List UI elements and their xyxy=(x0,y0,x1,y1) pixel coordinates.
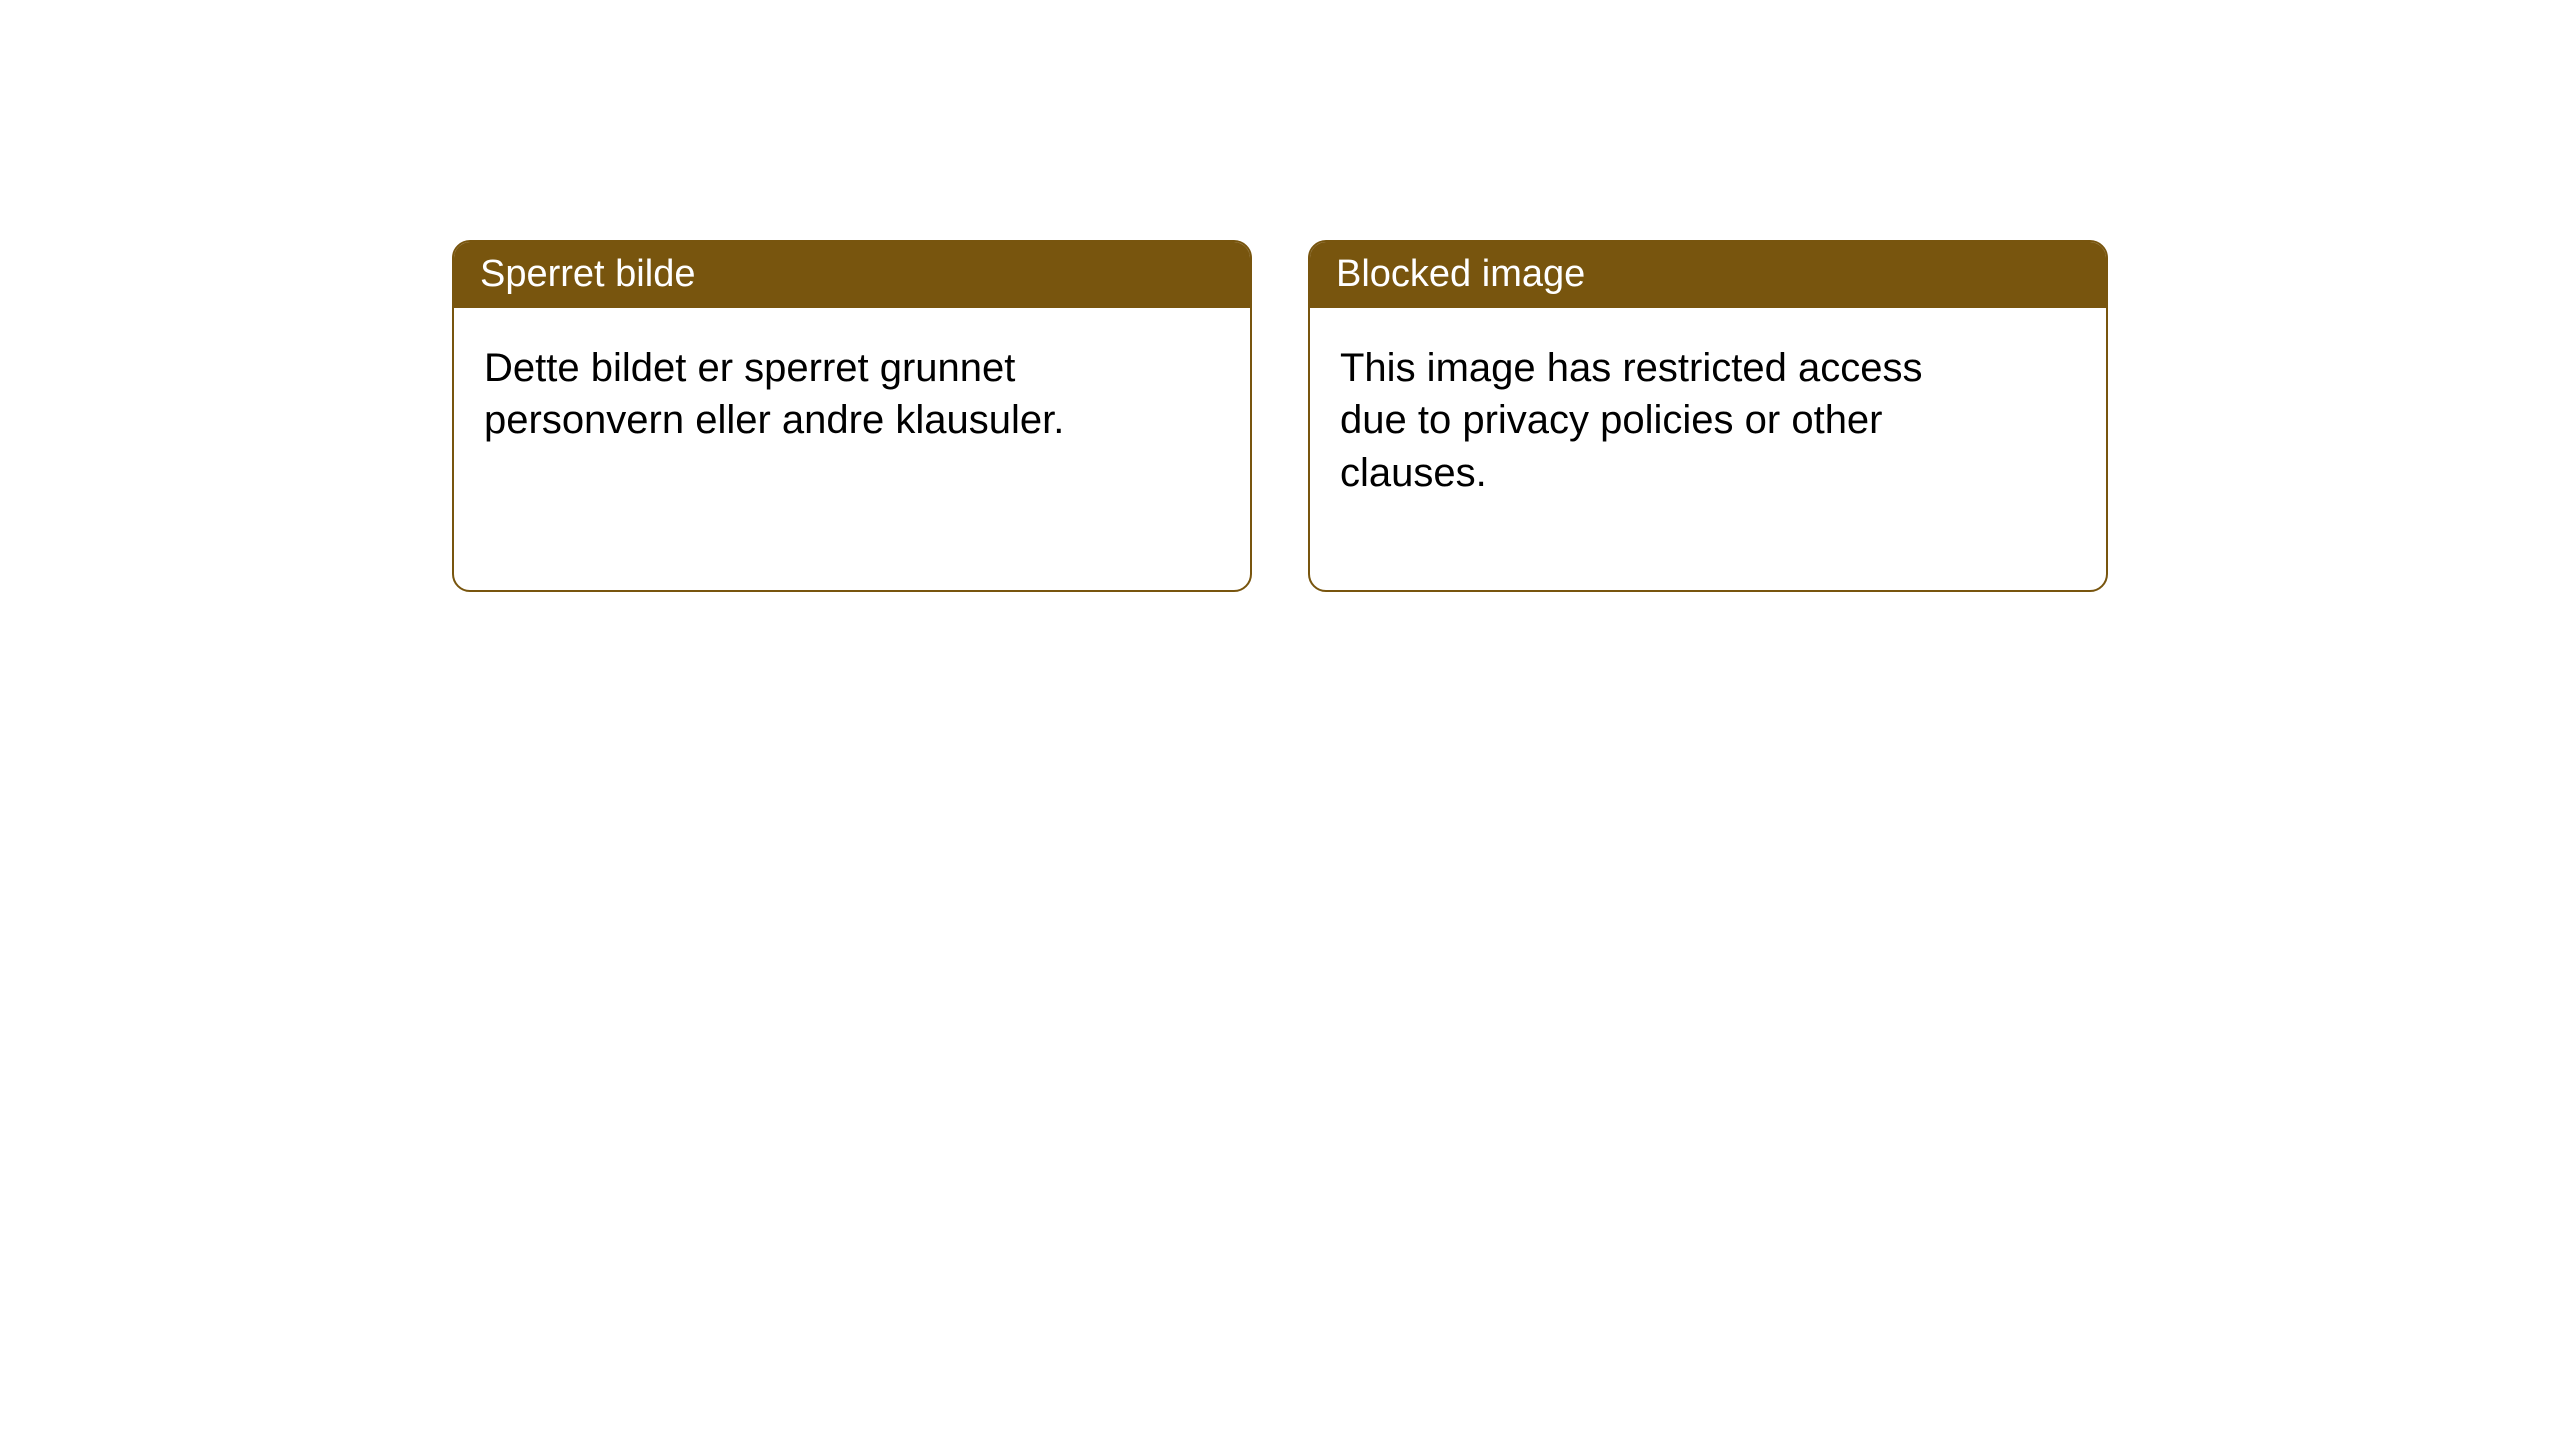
notice-card-english: Blocked image This image has restricted … xyxy=(1308,240,2108,592)
notice-title-norwegian: Sperret bilde xyxy=(454,242,1250,308)
notice-container: Sperret bilde Dette bildet er sperret gr… xyxy=(452,240,2108,592)
notice-card-norwegian: Sperret bilde Dette bildet er sperret gr… xyxy=(452,240,1252,592)
notice-message-norwegian: Dette bildet er sperret grunnet personve… xyxy=(454,308,1134,538)
notice-title-english: Blocked image xyxy=(1310,242,2106,308)
notice-message-english: This image has restricted access due to … xyxy=(1310,308,1990,590)
